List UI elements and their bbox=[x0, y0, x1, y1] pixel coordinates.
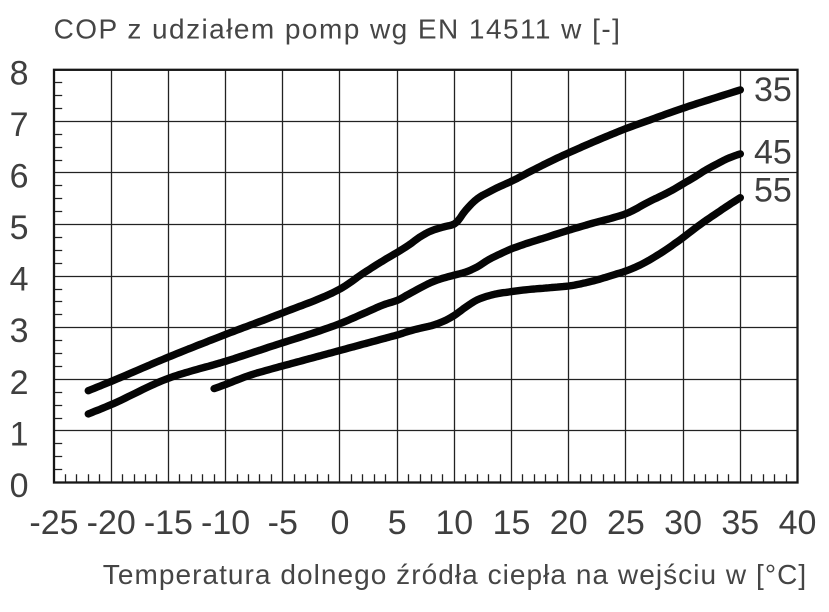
svg-text:8: 8 bbox=[10, 54, 29, 92]
svg-text:15: 15 bbox=[493, 504, 531, 542]
svg-text:Temperatura dolnego źródła cie: Temperatura dolnego źródła ciepła na wej… bbox=[103, 559, 807, 590]
svg-text:COP z udziałem pomp wg EN 1451: COP z udziałem pomp wg EN 14511 w [-] bbox=[54, 14, 622, 45]
svg-text:45: 45 bbox=[754, 134, 792, 172]
svg-text:20: 20 bbox=[550, 504, 588, 542]
svg-text:3: 3 bbox=[10, 312, 29, 350]
svg-text:2: 2 bbox=[10, 364, 29, 402]
svg-text:6: 6 bbox=[10, 158, 29, 196]
svg-text:7: 7 bbox=[10, 106, 29, 144]
svg-text:-20: -20 bbox=[87, 504, 136, 542]
svg-text:1: 1 bbox=[10, 415, 29, 453]
svg-text:0: 0 bbox=[331, 504, 350, 542]
svg-text:25: 25 bbox=[607, 504, 645, 542]
svg-text:55: 55 bbox=[754, 171, 792, 209]
svg-text:0: 0 bbox=[10, 467, 29, 505]
svg-text:40: 40 bbox=[779, 504, 817, 542]
svg-text:35: 35 bbox=[721, 504, 759, 542]
svg-text:-25: -25 bbox=[29, 504, 78, 542]
svg-text:-10: -10 bbox=[201, 504, 250, 542]
svg-text:5: 5 bbox=[388, 504, 407, 542]
svg-text:-15: -15 bbox=[144, 504, 193, 542]
svg-text:-5: -5 bbox=[268, 504, 298, 542]
svg-text:10: 10 bbox=[435, 504, 473, 542]
svg-text:5: 5 bbox=[10, 209, 29, 247]
svg-text:4: 4 bbox=[10, 261, 29, 299]
svg-text:35: 35 bbox=[754, 71, 792, 109]
svg-text:30: 30 bbox=[664, 504, 702, 542]
